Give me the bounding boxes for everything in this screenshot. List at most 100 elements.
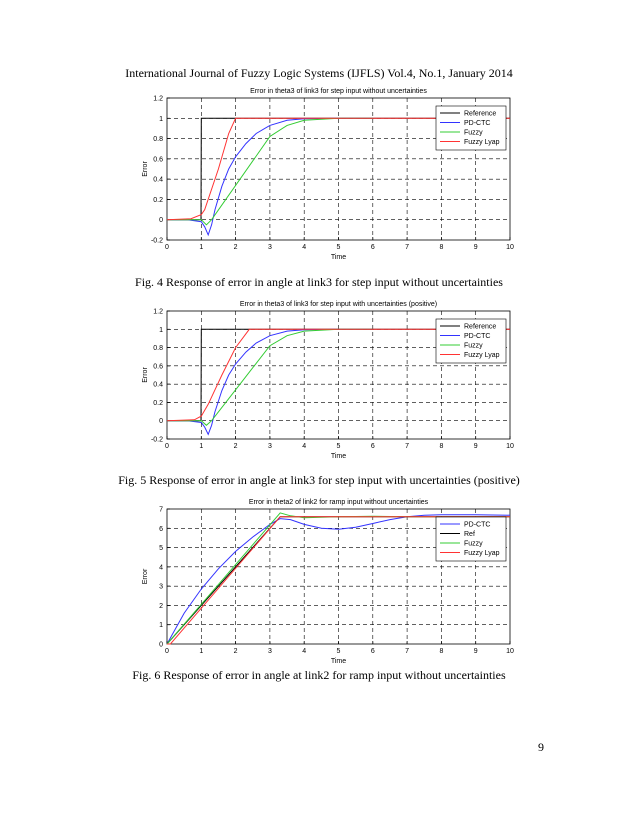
x-tick-label: 8 xyxy=(439,244,443,251)
legend-entry: Fuzzy Lyap xyxy=(464,550,500,557)
series-line-pd-ctc xyxy=(167,117,373,237)
x-tick-label: 1 xyxy=(199,648,203,655)
x-tick-label: 4 xyxy=(302,443,306,450)
legend-entry: Fuzzy Lyap xyxy=(464,139,500,146)
series-line-fuzzy-lyap xyxy=(166,328,510,422)
legend-entry: PD-CTC xyxy=(464,120,490,127)
y-tick-label: 3 xyxy=(159,584,163,591)
x-tick-label: 7 xyxy=(405,244,409,251)
x-axis-label: Time xyxy=(331,453,346,460)
series-line-fuzzy xyxy=(167,117,373,226)
y-tick-label: 0.8 xyxy=(153,345,163,352)
x-tick-label: 0 xyxy=(165,244,169,251)
y-tick-label: 6 xyxy=(159,526,163,533)
legend-entry: Fuzzy xyxy=(464,130,483,137)
legend: PD-CTC Ref Fuzzy Fuzzy Lyap xyxy=(435,516,507,562)
x-tick-label: 5 xyxy=(337,648,341,655)
x-tick-label: 9 xyxy=(474,244,478,251)
legend-entry: PD-CTC xyxy=(464,522,490,529)
y-axis-label: Error xyxy=(142,367,149,383)
series-line-fuzzy-lyap xyxy=(166,117,510,221)
series-line-fuzzy-lyap xyxy=(167,516,510,645)
y-tick-label: 4 xyxy=(159,564,163,571)
y-tick-label: 0.2 xyxy=(153,197,163,204)
x-tick-label: 2 xyxy=(234,244,238,251)
x-tick-label: 1 xyxy=(199,244,203,251)
x-tick-label: 8 xyxy=(439,443,443,450)
legend: Reference PD-CTC Fuzzy Fuzzy Lyap xyxy=(435,318,507,364)
legend-entry: Fuzzy xyxy=(464,343,483,350)
x-tick-label: 10 xyxy=(506,244,514,251)
x-tick-label: 5 xyxy=(337,244,341,251)
figure-4-chart: 0 1 2 3 4 5 6 7 8 9 10 -0.2 0 0.2 0.4 0.6 0.8 1 1.2 Error i… xyxy=(0,82,638,274)
y-tick-label: 1.2 xyxy=(153,96,163,103)
x-tick-label: 7 xyxy=(405,443,409,450)
chart-svg: 0 1 2 3 4 5 6 7 8 9 10 0 1 2 3 4 5 6 7 Error in theta2 of l… xyxy=(142,499,514,665)
legend-entry: PD-CTC xyxy=(464,333,490,340)
chart-title: Error in theta2 of link2 for ramp input … xyxy=(249,499,429,506)
y-tick-label: -0.2 xyxy=(151,238,163,245)
y-tick-label: 0.6 xyxy=(153,363,163,370)
x-tick-label: 8 xyxy=(439,648,443,655)
journal-header: International Journal of Fuzzy Logic Sys… xyxy=(125,66,513,80)
y-tick-label: 1 xyxy=(159,622,163,629)
x-tick-label: 2 xyxy=(234,443,238,450)
y-tick-label: 1 xyxy=(159,327,163,334)
x-tick-label: 0 xyxy=(165,443,169,450)
x-tick-label: 9 xyxy=(474,443,478,450)
x-tick-label: 7 xyxy=(405,648,409,655)
y-tick-label: 0 xyxy=(159,418,163,425)
x-tick-label: 4 xyxy=(302,244,306,251)
y-tick-label: 1.2 xyxy=(153,309,163,316)
series-line-fuzzy xyxy=(167,328,373,426)
x-tick-label: 1 xyxy=(199,443,203,450)
x-tick-label: 6 xyxy=(371,443,375,450)
y-tick-label: 0.4 xyxy=(153,382,163,389)
x-tick-label: 10 xyxy=(506,648,514,655)
y-tick-label: 5 xyxy=(159,545,163,552)
figure-6-caption: Fig. 6 Response of error in angle at lin… xyxy=(132,668,506,682)
y-tick-label: 0 xyxy=(159,217,163,224)
figure-5-chart: 0 1 2 3 4 5 6 7 8 9 10 -0.2 0 0.2 0.4 0.6 0.8 1 1.2 Error i… xyxy=(0,295,638,471)
legend: Reference PD-CTC Fuzzy Fuzzy Lyap xyxy=(435,105,507,151)
legend-entry: Fuzzy Lyap xyxy=(464,352,500,359)
figure-4-caption: Fig. 4 Response of error in angle at lin… xyxy=(135,275,503,289)
x-axis-label: Time xyxy=(331,254,346,261)
y-tick-label: 0 xyxy=(159,642,163,649)
x-tick-label: 6 xyxy=(371,244,375,251)
x-tick-label: 6 xyxy=(371,648,375,655)
figure-6-chart: 0 1 2 3 4 5 6 7 8 9 10 0 1 2 3 4 5 6 7 Error in theta2 of l… xyxy=(0,492,638,667)
x-axis-label: Time xyxy=(331,658,346,665)
x-tick-label: 5 xyxy=(337,443,341,450)
x-tick-label: 2 xyxy=(234,648,238,655)
x-tick-label: 3 xyxy=(268,244,272,251)
chart-title: Error in theta3 of link3 for step input … xyxy=(240,301,437,308)
y-tick-label: 0.2 xyxy=(153,400,163,407)
y-tick-label: 1 xyxy=(159,116,163,123)
y-tick-label: 0.8 xyxy=(153,136,163,143)
y-tick-label: 0.6 xyxy=(153,156,163,163)
x-tick-label: 9 xyxy=(474,648,478,655)
x-tick-label: 3 xyxy=(268,443,272,450)
legend-entry: Reference xyxy=(464,324,496,331)
series-line-pd-ctc xyxy=(167,328,373,436)
y-tick-label: 7 xyxy=(159,507,163,514)
x-tick-label: 3 xyxy=(268,648,272,655)
y-axis-label: Error xyxy=(142,161,149,177)
y-tick-label: 2 xyxy=(159,603,163,610)
legend-entry: Ref xyxy=(464,531,475,538)
page-number: 9 xyxy=(538,740,544,754)
legend-entry: Fuzzy xyxy=(464,541,483,548)
y-tick-label: -0.2 xyxy=(151,437,163,444)
x-tick-label: 4 xyxy=(302,648,306,655)
y-axis-label: Error xyxy=(142,568,149,584)
figure-5-caption: Fig. 5 Response of error in angle at lin… xyxy=(118,473,520,487)
y-tick-label: 0.4 xyxy=(153,177,163,184)
x-tick-label: 10 xyxy=(506,443,514,450)
legend-entry: Reference xyxy=(464,111,496,118)
series-line-pd-ctc xyxy=(166,514,511,645)
chart-title: Error in theta3 of link3 for step input … xyxy=(250,88,427,95)
x-tick-label: 0 xyxy=(165,648,169,655)
